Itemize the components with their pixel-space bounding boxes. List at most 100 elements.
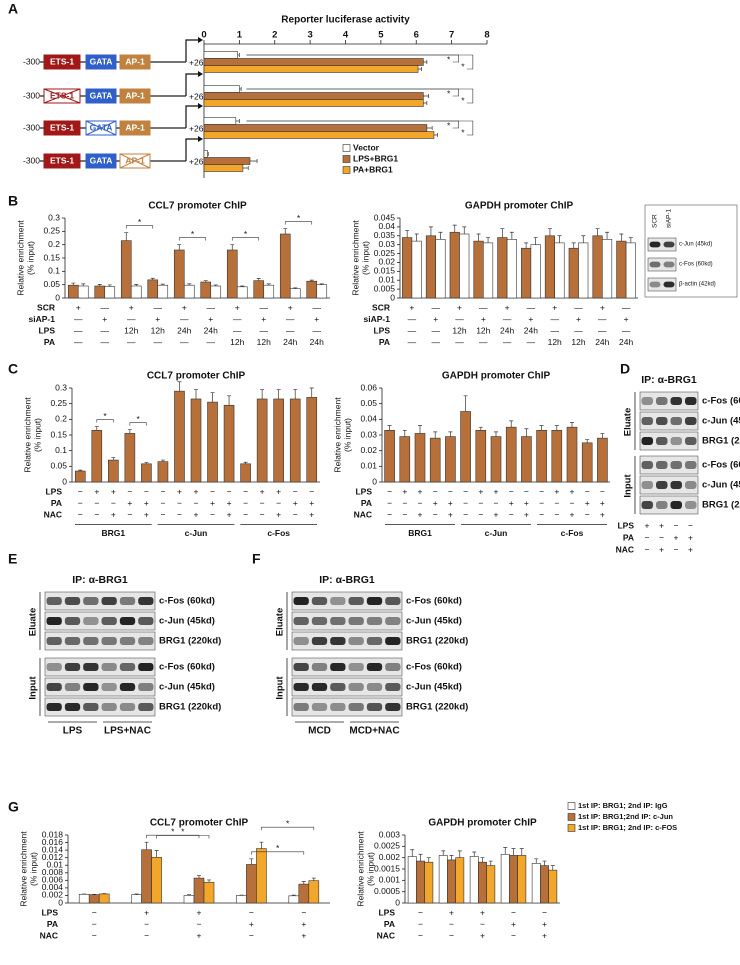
blot-band (101, 637, 117, 645)
y-axis-label: Relative enrichment (18, 831, 28, 907)
bar (203, 881, 215, 904)
bar (203, 51, 238, 59)
error-bar (81, 283, 86, 286)
condition-cell: − (570, 498, 575, 508)
condition-label: SCR (372, 302, 390, 312)
blot-title: IP: α-BRG1 (72, 574, 128, 586)
condition-cell: − (659, 532, 664, 542)
bar (210, 285, 222, 299)
condition-cell: − (177, 498, 182, 508)
error-bar (387, 425, 392, 431)
y-tick-label: 0.004 (42, 882, 64, 892)
significance-mark: * (191, 229, 195, 239)
blot-band (348, 617, 364, 625)
blot-band (330, 597, 346, 605)
bar (402, 237, 413, 299)
bar (473, 240, 484, 299)
condition-cell: + (177, 486, 182, 496)
blot-band (385, 683, 401, 691)
condition-cell: + (288, 302, 293, 312)
blot-band (138, 663, 154, 671)
condition-cell: − (92, 919, 97, 929)
error-bar (144, 841, 149, 850)
condition-cell: − (92, 930, 97, 940)
blot-lane-label: siAP-1 (666, 208, 673, 228)
significance-bracket (246, 54, 474, 70)
condition-cell: + (576, 314, 581, 324)
condition-cell: + (457, 302, 462, 312)
bar (469, 856, 479, 904)
blot-band (138, 637, 154, 645)
error-bar (410, 849, 415, 857)
error-bar (452, 224, 457, 233)
mutation-cross (85, 120, 117, 136)
condition-cell: 24h (595, 337, 609, 347)
condition-cell: — (503, 314, 512, 324)
blot-row-label: c-Fos (60kd) (406, 662, 462, 673)
error-bar (160, 283, 165, 286)
condition-cell: + (449, 907, 454, 917)
bar (174, 390, 185, 483)
error-bar (283, 228, 288, 234)
condition-label: NAC (44, 509, 62, 519)
legend-swatch (342, 166, 351, 174)
error-bar (213, 284, 218, 286)
significance-mark: * (103, 411, 107, 421)
blot-title: IP: α-BRG1 (641, 374, 697, 386)
blot-band (385, 617, 401, 625)
significance-mark: * (181, 827, 185, 837)
construct-element-label: ETS-1 (50, 90, 74, 100)
blot-strip (291, 697, 403, 717)
blot-row-label: BRG1 (220kd) (702, 500, 740, 511)
error-bar (533, 237, 538, 245)
condition-label: PA (623, 532, 634, 542)
condition-cell: − (197, 919, 202, 929)
condition-cell: − (600, 486, 605, 496)
condition-cell: + (542, 930, 547, 940)
blot-band (293, 597, 309, 605)
construct-start: -300 (23, 122, 40, 132)
blot-band (64, 637, 81, 645)
error-bar (547, 228, 552, 236)
blot-row-label: β-actin (42kd) (679, 282, 716, 288)
bar (521, 436, 532, 483)
blot-band (83, 683, 99, 691)
y-tick-label: 0.15 (50, 429, 67, 439)
error-bar (433, 133, 438, 137)
construct-element-label: ETS-1 (50, 122, 74, 132)
condition-cell: + (309, 509, 314, 519)
blot-band (685, 397, 697, 405)
y-tick-label: 0.0005 (374, 886, 400, 896)
construct-element (85, 153, 117, 169)
bar (490, 436, 502, 483)
error-bar (319, 283, 324, 285)
condition-cell: + (600, 509, 605, 519)
error-bar (260, 389, 265, 399)
bar (203, 131, 435, 139)
blot-band (670, 501, 682, 509)
condition-cell: + (494, 509, 499, 519)
y-tick-label: 0 (372, 476, 377, 486)
blot-band (649, 241, 661, 248)
y-tick-label: 0.04 (378, 221, 395, 231)
condition-cell: 12h (151, 325, 165, 335)
blot-band (641, 501, 653, 509)
bar (625, 242, 636, 299)
blot-band (663, 241, 675, 248)
error-bar (539, 425, 544, 431)
condition-cell: — (154, 302, 163, 312)
blot-band (366, 597, 383, 605)
construct-start: -300 (23, 90, 40, 100)
condition-cell: 12h (124, 325, 138, 335)
blot-strip (44, 677, 156, 697)
y-tick-label: 0.06 (360, 382, 377, 392)
condition-cell: — (260, 325, 269, 335)
blot-band (46, 617, 62, 625)
significance-mark: * (276, 843, 280, 853)
error-bar (127, 429, 132, 434)
bar (289, 288, 301, 299)
blot-band (348, 663, 364, 671)
blot-band (649, 281, 661, 288)
blot-band (101, 617, 117, 625)
blot-band (311, 617, 328, 625)
